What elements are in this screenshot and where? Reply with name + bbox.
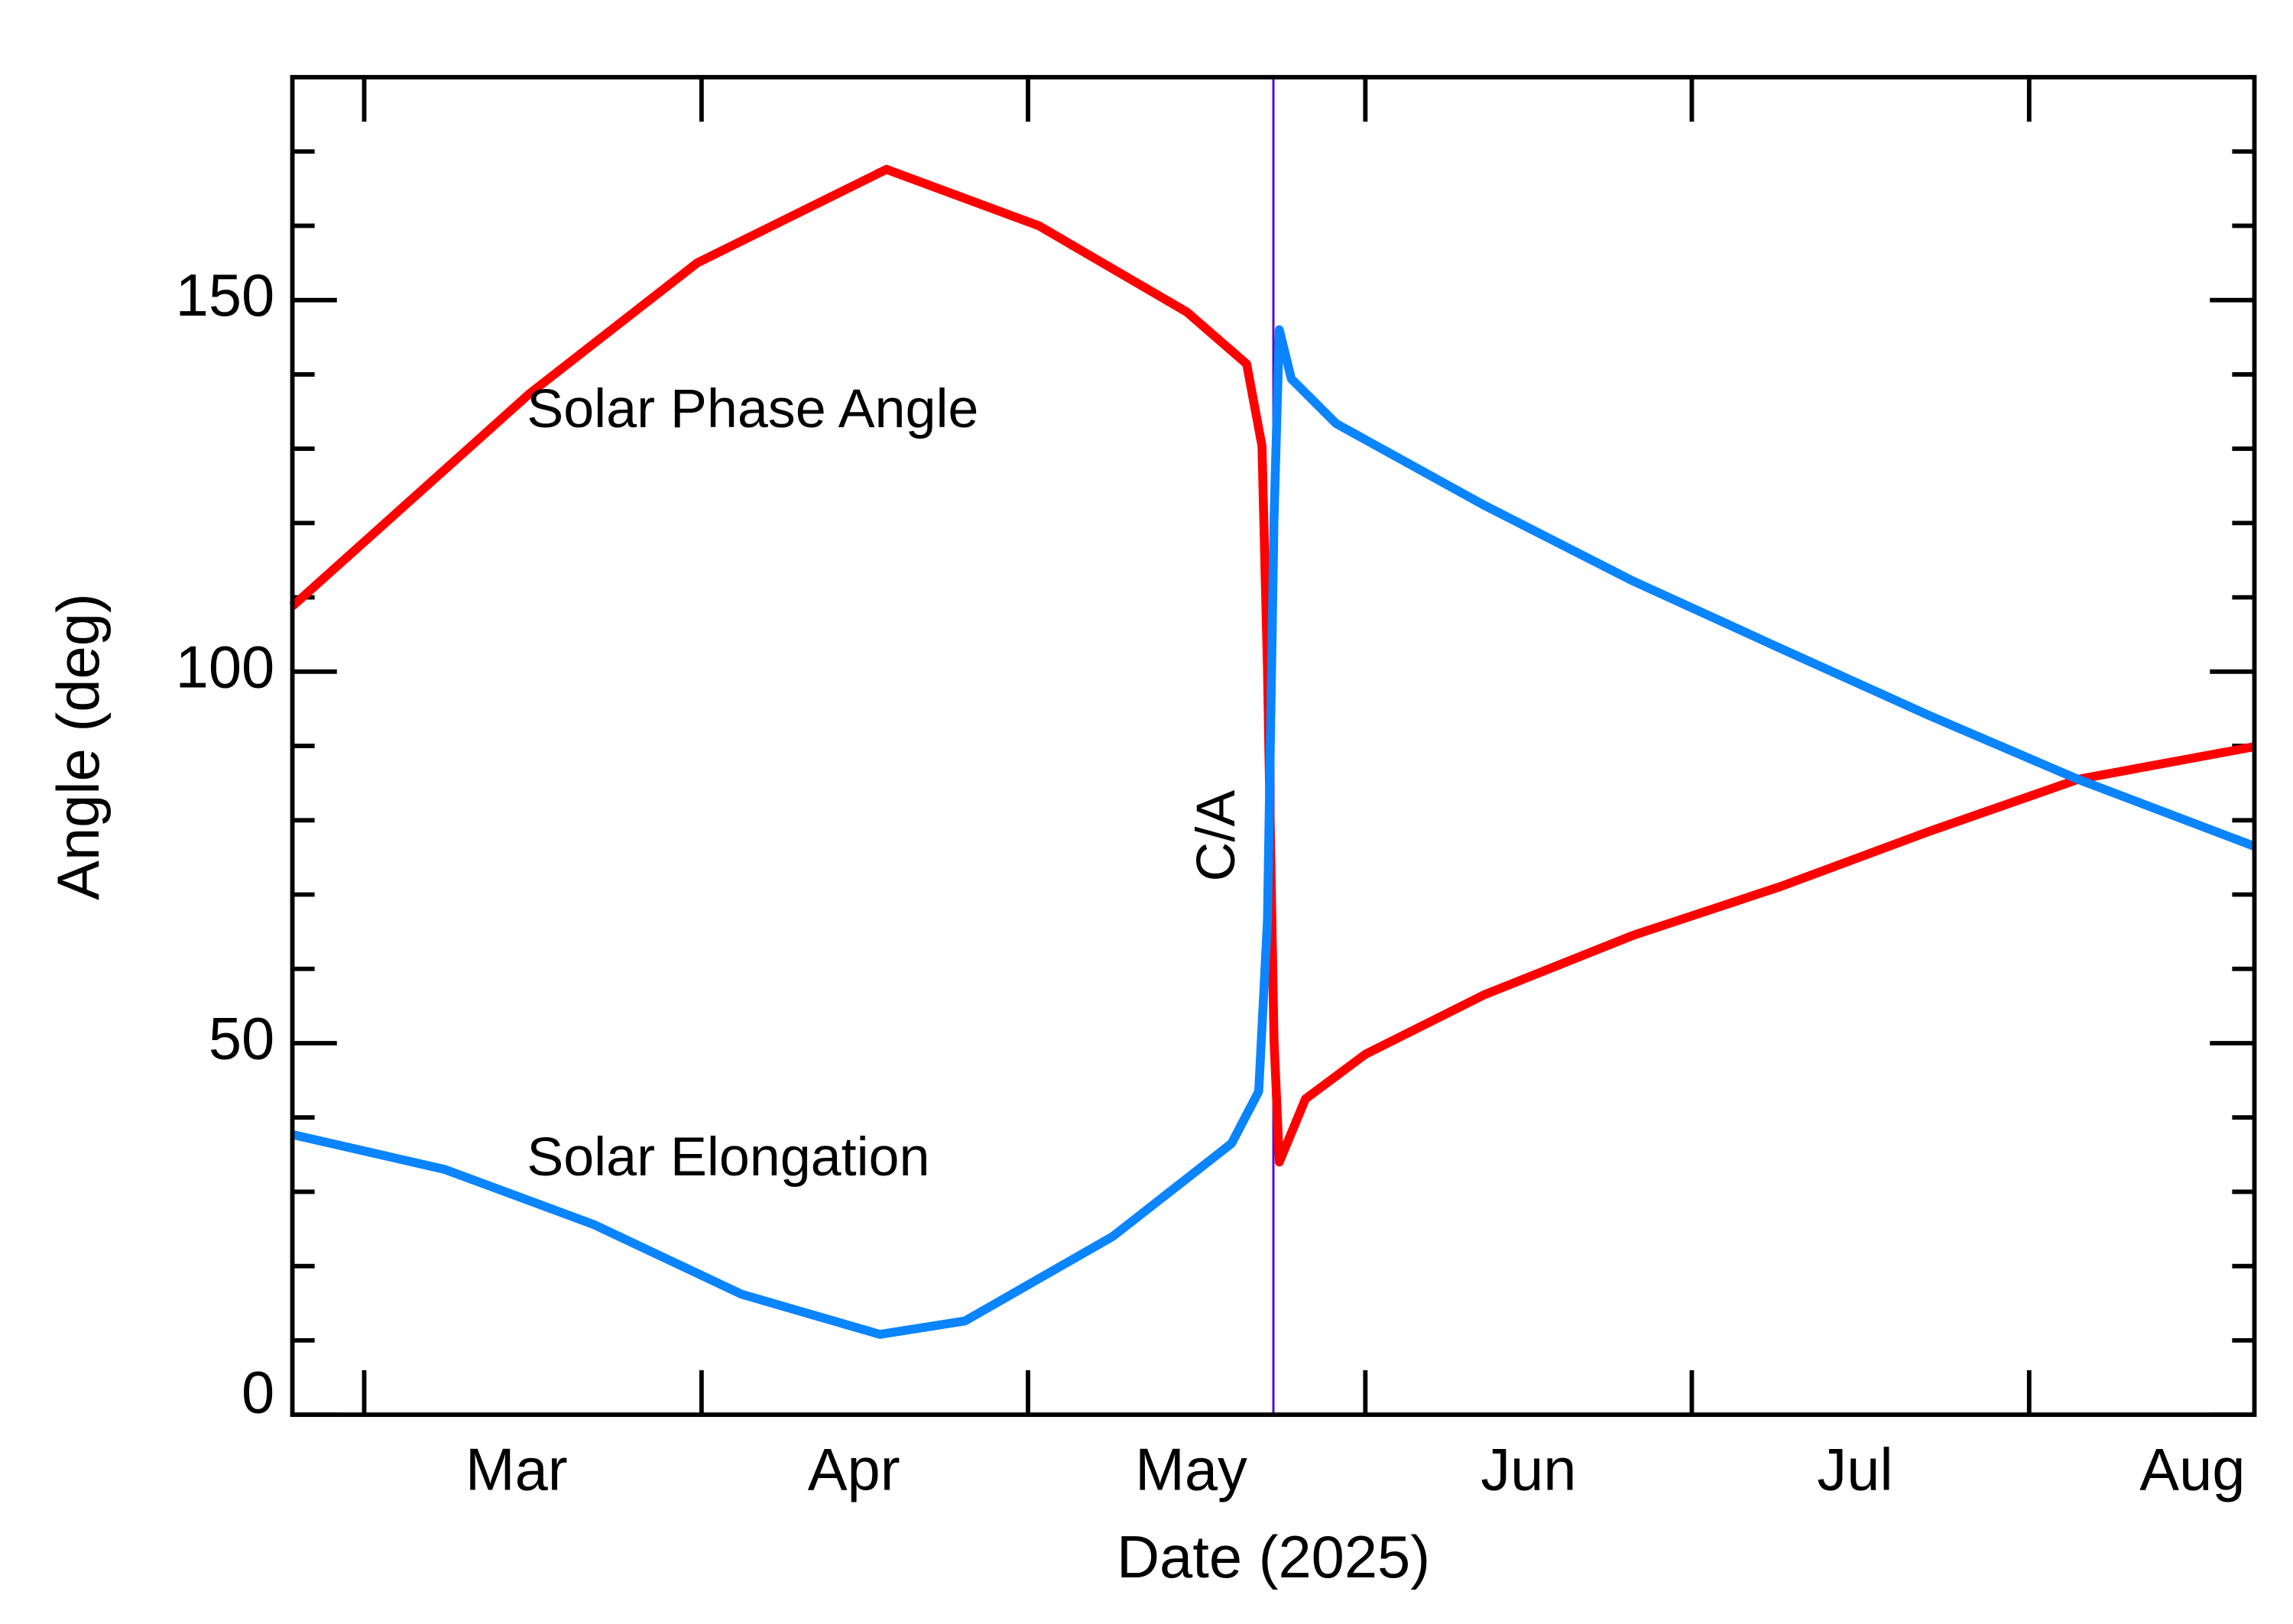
y-axis-title: Angle (deg) — [46, 593, 112, 900]
x-tick-label: Apr — [808, 1437, 900, 1502]
x-tick-label: May — [1135, 1437, 1247, 1502]
x-tick-label: Jun — [1481, 1437, 1576, 1502]
y-tick-label: 100 — [176, 634, 275, 700]
x-tick-label: Mar — [465, 1437, 568, 1502]
y-tick-label: 0 — [242, 1360, 274, 1425]
series-label: Solar Phase Angle — [527, 378, 978, 439]
x-tick-label: Jul — [1817, 1437, 1892, 1502]
closest-approach-label: C/A — [1185, 790, 1247, 882]
x-tick-label: Aug — [2139, 1437, 2245, 1502]
y-tick-label: 50 — [209, 1006, 274, 1071]
series-line — [289, 164, 2256, 1167]
series-label: Solar Elongation — [527, 1126, 929, 1188]
x-axis-title: Date (2025) — [1117, 1525, 1430, 1590]
series-line — [291, 325, 2256, 1339]
y-tick-label: 150 — [176, 263, 275, 329]
plot-frame — [290, 75, 2257, 1418]
